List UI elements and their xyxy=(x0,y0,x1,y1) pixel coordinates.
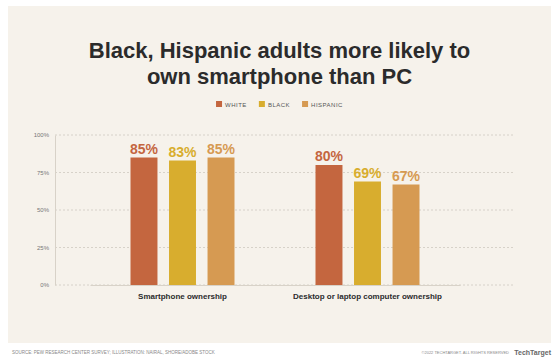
legend-item: WHITE xyxy=(216,101,247,108)
data-label: 67% xyxy=(392,168,421,184)
legend-item: HISPANIC xyxy=(302,101,343,108)
legend: WHITE BLACK HISPANIC xyxy=(216,101,343,108)
y-axis-line xyxy=(55,136,56,286)
grid-line xyxy=(55,172,515,173)
data-label: 85% xyxy=(207,141,236,157)
grid-line xyxy=(55,135,515,136)
grid-line xyxy=(55,247,515,248)
x-tick: Desktop or laptop computer ownership xyxy=(293,285,442,301)
y-tick-label: 25% xyxy=(37,245,50,251)
y-tick: 75% xyxy=(37,170,55,176)
grid-line xyxy=(55,210,515,211)
title: Black, Hispanic adults more likely toown… xyxy=(89,38,470,89)
legend-swatch xyxy=(216,101,222,107)
data-label: 85% xyxy=(130,141,159,157)
bar xyxy=(393,185,420,286)
legend-label: BLACK xyxy=(268,102,290,108)
bar xyxy=(169,161,196,286)
legend-item: BLACK xyxy=(259,101,290,108)
source: SOURCE: PEW RESEARCH CENTER SURVEY; ILLU… xyxy=(12,350,215,355)
y-tick: 0% xyxy=(40,282,55,288)
bars xyxy=(131,158,420,286)
data-label: 83% xyxy=(168,144,197,160)
background xyxy=(8,6,551,343)
chart: Black, Hispanic adults more likely toown… xyxy=(0,0,559,359)
y-tick: 50% xyxy=(37,207,55,213)
data-label: 80% xyxy=(315,148,344,164)
x-tick-label: Desktop or laptop computer ownership xyxy=(293,292,442,301)
y-tick-label: 75% xyxy=(37,170,50,176)
grid xyxy=(55,135,515,285)
legend-swatch xyxy=(259,101,265,107)
data-labels: 85% 80% 83% 69% 85% 67% xyxy=(130,141,421,184)
logo: TechTarget xyxy=(514,349,551,357)
x-axis-line xyxy=(91,285,461,286)
x-tick: Smartphone ownership xyxy=(138,285,227,301)
legend-label: HISPANIC xyxy=(311,102,343,108)
bar xyxy=(354,182,381,286)
y-tick-label: 100% xyxy=(34,132,50,138)
copyright: ©2022 TECHTARGET. ALL RIGHTS RESERVED xyxy=(422,350,510,355)
bar xyxy=(316,165,343,285)
y-tick-label: 50% xyxy=(37,207,50,213)
y-tick: 100% xyxy=(34,132,55,138)
y-tick: 25% xyxy=(37,245,55,251)
y-tick-label: 0% xyxy=(40,282,49,288)
x-tick-label: Smartphone ownership xyxy=(138,292,227,301)
legend-swatch xyxy=(302,101,308,107)
x-axis: Smartphone ownership Desktop or laptop co… xyxy=(91,285,461,301)
data-label: 69% xyxy=(353,165,382,181)
bar xyxy=(131,158,158,286)
bar xyxy=(208,158,235,286)
legend-label: WHITE xyxy=(225,102,247,108)
y-axis: 0% 25% 50% 75% 100% xyxy=(34,132,56,288)
grid-line xyxy=(55,285,515,286)
